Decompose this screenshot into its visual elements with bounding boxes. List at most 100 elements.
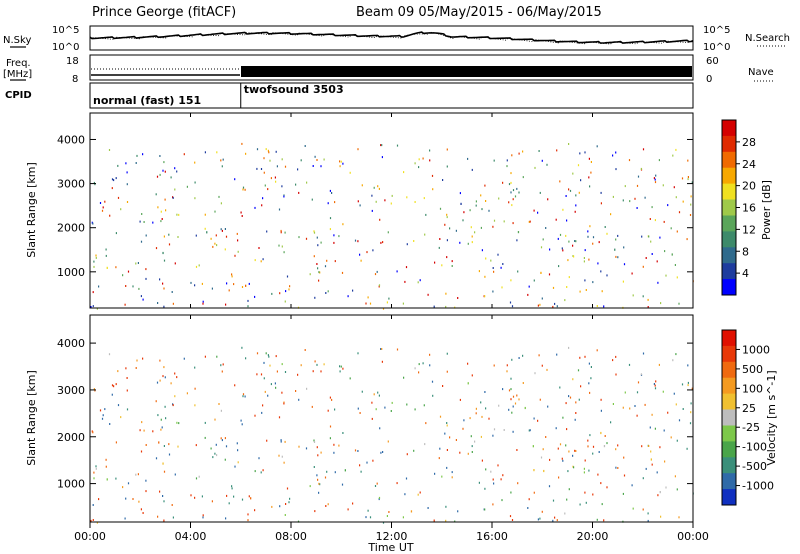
- heatmap-cell: [132, 498, 134, 500]
- heatmap-cell: [597, 473, 599, 476]
- heatmap-cell: [427, 507, 429, 509]
- velocity-colorbar-frame: [721, 329, 737, 506]
- heatmap-cell: [462, 219, 464, 222]
- heatmap-cell: [484, 391, 486, 393]
- heatmap-cell: [234, 254, 236, 257]
- heatmap-cell: [557, 237, 559, 240]
- heatmap-cell: [283, 461, 285, 464]
- heatmap-cell: [610, 213, 612, 216]
- heatmap-cell: [280, 440, 282, 443]
- heatmap-cell: [664, 250, 666, 253]
- heatmap-cell: [256, 167, 258, 170]
- heatmap-cell: [115, 477, 117, 480]
- heatmap-cell: [270, 177, 272, 180]
- heatmap-cell: [295, 390, 297, 392]
- heatmap-cell: [254, 509, 256, 512]
- heatmap-cell: [172, 404, 174, 407]
- heatmap-cell: [573, 255, 575, 258]
- heatmap-cell: [115, 441, 117, 444]
- heatmap-cell: [198, 475, 200, 478]
- heatmap-cell: [575, 450, 577, 452]
- heatmap-cell: [164, 170, 166, 173]
- heatmap-cell: [278, 208, 281, 211]
- heatmap-cell: [297, 373, 299, 376]
- nsearch-label: N.Search: [745, 33, 790, 44]
- heatmap-cell: [378, 394, 380, 397]
- heatmap-cell: [263, 377, 265, 380]
- heatmap-cell: [615, 238, 617, 241]
- heatmap-cell: [247, 513, 249, 516]
- heatmap-cell: [237, 461, 239, 464]
- heatmap-cell: [117, 404, 120, 407]
- heatmap-cell: [329, 425, 332, 428]
- heatmap-cell: [649, 218, 651, 220]
- heatmap-cell: [422, 157, 424, 160]
- heatmap-cell: [540, 271, 542, 274]
- heatmap-cell: [514, 195, 517, 198]
- heatmap-cell: [528, 220, 530, 223]
- heatmap-cell: [506, 370, 508, 373]
- heatmap-cell: [281, 245, 283, 248]
- heatmap-cell: [265, 148, 267, 151]
- heatmap-cell: [298, 445, 300, 448]
- heatmap-cell: [120, 208, 122, 211]
- heatmap-cell: [155, 457, 158, 460]
- heatmap-cell: [240, 419, 242, 422]
- heatmap-cell: [612, 403, 614, 405]
- noise-right-top-tick: 10^5: [703, 25, 730, 36]
- heatmap-cell: [623, 246, 625, 249]
- heatmap-cell: [690, 195, 692, 198]
- heatmap-cell: [490, 259, 492, 262]
- heatmap-cell: [396, 270, 398, 273]
- power-colorbar-swatch: [722, 135, 736, 153]
- heatmap-cell: [140, 450, 143, 453]
- heatmap-cell: [323, 158, 325, 161]
- heatmap-cell: [194, 197, 196, 200]
- heatmap-cell: [342, 162, 344, 165]
- heatmap-cell: [163, 235, 165, 238]
- heatmap-cell: [516, 239, 518, 242]
- heatmap-cell: [589, 434, 591, 437]
- heatmap-cell: [660, 302, 662, 305]
- heatmap-cell: [533, 491, 535, 494]
- heatmap-cell: [690, 402, 692, 405]
- heatmap-cell: [327, 503, 329, 506]
- heatmap-cell: [676, 230, 678, 233]
- heatmap-cell: [313, 441, 316, 443]
- heatmap-cell: [583, 471, 585, 474]
- heatmap-cell: [139, 429, 141, 432]
- heatmap-cell: [565, 444, 567, 447]
- heatmap-cell: [382, 241, 384, 244]
- heatmap-cell: [373, 393, 375, 396]
- power-heatmap: [90, 142, 694, 310]
- heatmap-cell: [163, 445, 165, 447]
- heatmap-cell: [446, 370, 448, 373]
- heatmap-cell: [280, 439, 282, 442]
- heatmap-cell: [601, 503, 603, 506]
- heatmap-cell: [516, 394, 518, 397]
- heatmap-cell: [636, 207, 638, 209]
- velocity-colorbar-tick-label: -500: [742, 460, 767, 473]
- heatmap-cell: [431, 174, 434, 177]
- heatmap-cell: [316, 263, 318, 265]
- heatmap-cell: [334, 408, 336, 411]
- heatmap-cell: [457, 297, 459, 299]
- heatmap-cell: [324, 476, 327, 479]
- heatmap-cell: [194, 181, 196, 184]
- heatmap-cell: [532, 445, 534, 448]
- heatmap-cell: [382, 451, 384, 453]
- heatmap-cell: [500, 266, 502, 269]
- heatmap-cell: [629, 407, 631, 410]
- heatmap-cell: [654, 384, 656, 387]
- heatmap-cell: [575, 204, 577, 207]
- velocity-colorbar-swatch: [722, 409, 736, 426]
- heatmap-cell: [125, 497, 127, 500]
- heatmap-cell: [636, 184, 639, 187]
- heatmap-cell: [237, 239, 239, 242]
- heatmap-cell: [558, 476, 560, 479]
- heatmap-cell: [258, 457, 260, 460]
- velocity-colorbar-tick-label: 25: [742, 402, 756, 415]
- heatmap-cell: [369, 516, 372, 519]
- heatmap-cell: [171, 504, 173, 506]
- heatmap-cell: [256, 148, 259, 151]
